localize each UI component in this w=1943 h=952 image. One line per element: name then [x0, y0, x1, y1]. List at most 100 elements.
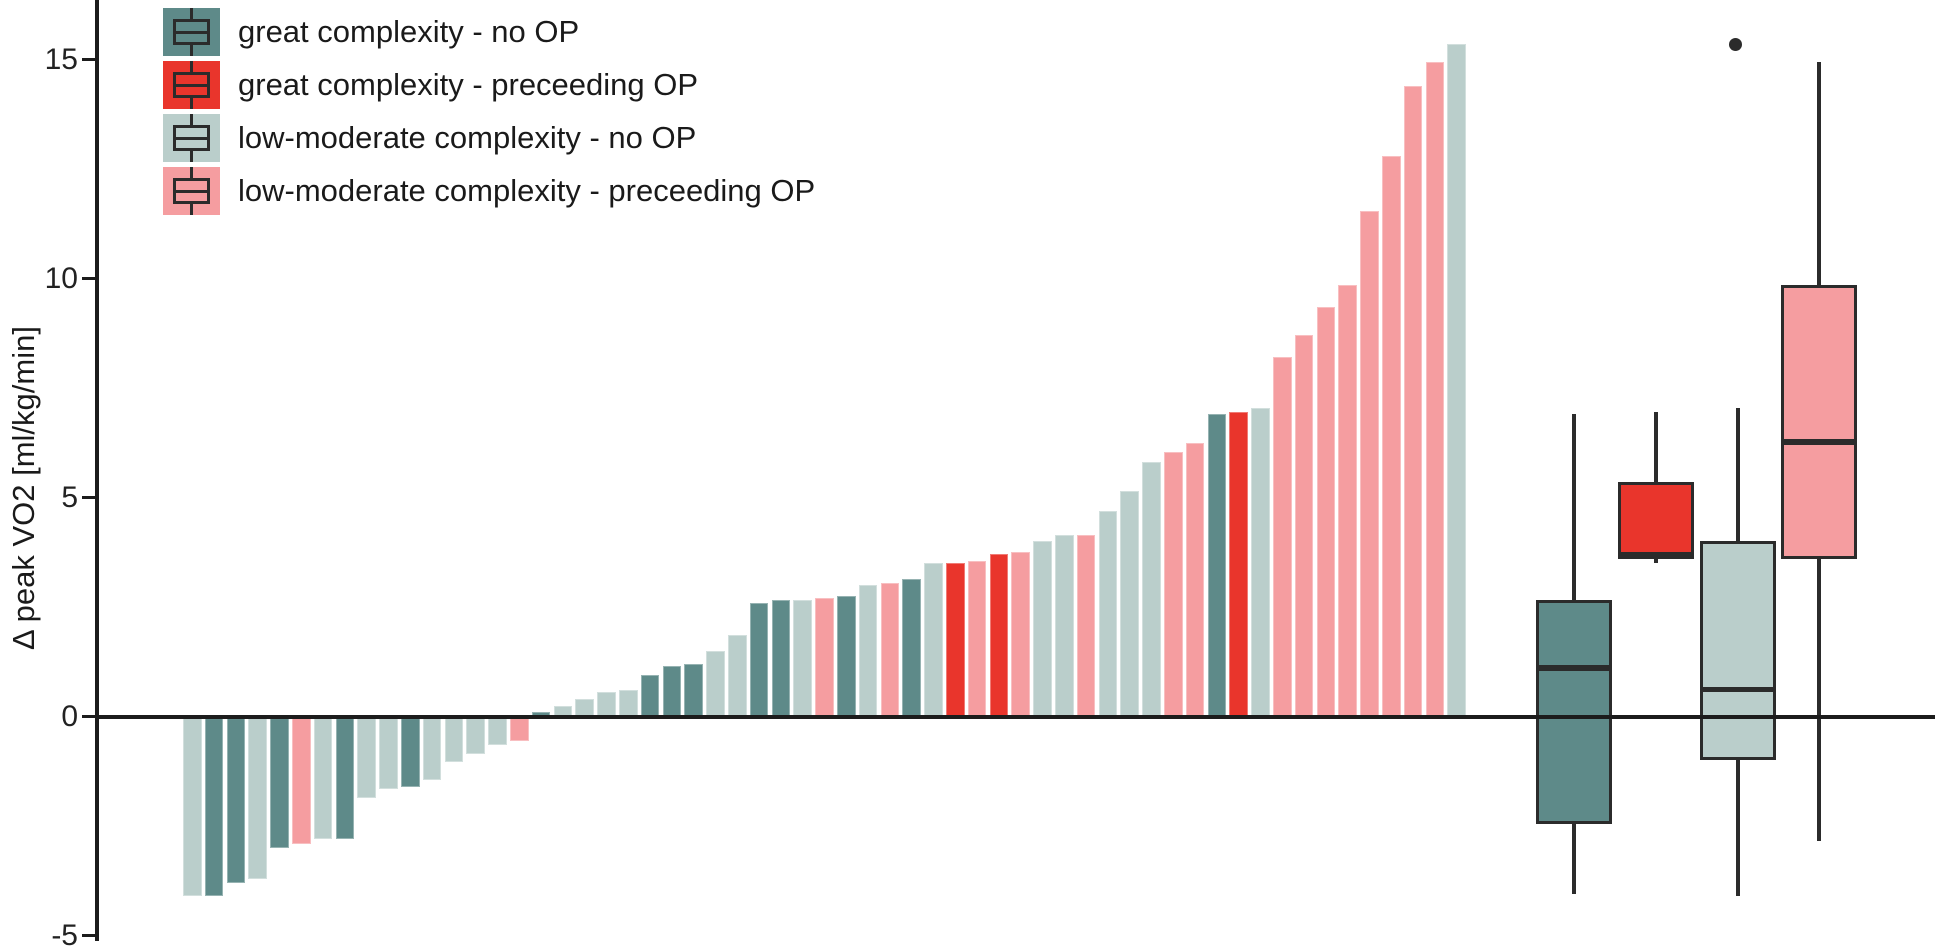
bar [379, 716, 398, 789]
bar [292, 716, 311, 844]
legend-item-gc-noop: great complexity - no OP [163, 8, 815, 56]
legend: great complexity - no OP great complexit… [163, 8, 815, 220]
bar [357, 716, 376, 798]
boxplot-gc_op [1618, 482, 1694, 559]
y-tick-0 [82, 714, 96, 719]
bar [793, 600, 812, 717]
bar [967, 561, 987, 717]
bar [204, 716, 224, 897]
glyph-median [176, 136, 207, 140]
legend-label: low-moderate complexity - preceeding OP [238, 173, 816, 208]
legend-label: low-moderate complexity - no OP [238, 120, 697, 155]
y-tick-label-15: 15 [44, 42, 78, 76]
glyph-box [173, 178, 210, 204]
y-axis-line [95, 0, 99, 941]
bar [1294, 335, 1314, 717]
median-line [1621, 552, 1691, 558]
outlier-dot [1729, 37, 1742, 51]
bar [662, 666, 682, 717]
bar [335, 716, 355, 840]
whisker-lower [1736, 760, 1740, 897]
bar [1403, 85, 1423, 717]
bar [1076, 534, 1096, 717]
y-tick-label-5: 5 [61, 480, 78, 514]
y-tick-10 [82, 276, 96, 281]
boxplot-glyph-icon [163, 61, 220, 109]
bar [1316, 306, 1336, 717]
bar [226, 716, 246, 883]
bar [597, 692, 616, 717]
bar [1120, 490, 1139, 717]
bar [248, 716, 267, 879]
whisker-upper [1654, 412, 1658, 483]
bar [1447, 44, 1466, 717]
legend-item-lm-op: low-moderate complexity - preceeding OP [163, 167, 815, 215]
bar [1207, 414, 1227, 717]
bar [924, 563, 943, 717]
bar [270, 716, 289, 848]
legend-label: great complexity - preceeding OP [238, 67, 699, 102]
bar [946, 563, 965, 717]
bar [466, 716, 485, 754]
y-tick-label--5: -5 [51, 918, 78, 952]
bar [1360, 210, 1379, 717]
bar [1185, 442, 1205, 717]
zero-baseline [95, 714, 1935, 719]
bar [313, 716, 333, 840]
boxplot-gc_noop [1536, 600, 1612, 824]
bar [422, 716, 442, 780]
whisker-upper [1817, 61, 1821, 286]
whisker-upper [1736, 407, 1740, 542]
glyph-median [176, 30, 207, 34]
bar [619, 690, 638, 717]
boxplot-lm_op [1781, 285, 1857, 559]
glyph-box [173, 72, 210, 98]
whisker-lower [1654, 558, 1658, 564]
bar [749, 602, 769, 717]
median-line [1784, 439, 1854, 445]
y-tick-label-0: 0 [61, 699, 78, 733]
glyph-median [176, 189, 207, 193]
bar [858, 585, 878, 717]
bar [575, 698, 594, 717]
bar [989, 554, 1009, 717]
bar [444, 716, 464, 763]
y-tick-15 [82, 57, 96, 62]
bar [1425, 61, 1445, 717]
bar [706, 650, 725, 717]
glyph-box [173, 125, 210, 151]
bar [1164, 451, 1183, 717]
bar [1273, 357, 1292, 717]
median-line [1703, 686, 1773, 693]
whisker-lower [1572, 823, 1576, 894]
bar [837, 596, 856, 717]
bar [401, 716, 420, 787]
bar [510, 716, 529, 741]
median-line [1539, 665, 1609, 671]
legend-label: great complexity - no OP [238, 14, 580, 49]
bar [531, 712, 551, 717]
bar [1098, 510, 1118, 717]
boxplot-glyph-icon [163, 8, 220, 56]
legend-item-lm-noop: low-moderate complexity - no OP [163, 114, 815, 162]
bar [728, 635, 747, 717]
legend-item-gc-op: great complexity - preceeding OP [163, 61, 815, 109]
y-tick-label-10: 10 [44, 261, 78, 295]
y-tick--5 [82, 933, 96, 938]
whisker-lower [1817, 558, 1821, 842]
glyph-median [176, 83, 207, 87]
bar [771, 600, 791, 717]
bar [902, 578, 921, 717]
bar [640, 674, 660, 717]
bar [1033, 541, 1052, 717]
bar [1382, 155, 1401, 717]
glyph-box [173, 19, 210, 45]
bar [1251, 407, 1270, 717]
bar [1229, 412, 1248, 717]
bar [1011, 552, 1030, 717]
y-tick-5 [82, 495, 96, 500]
bar [488, 716, 507, 745]
bar [553, 705, 573, 717]
bar [684, 663, 703, 717]
